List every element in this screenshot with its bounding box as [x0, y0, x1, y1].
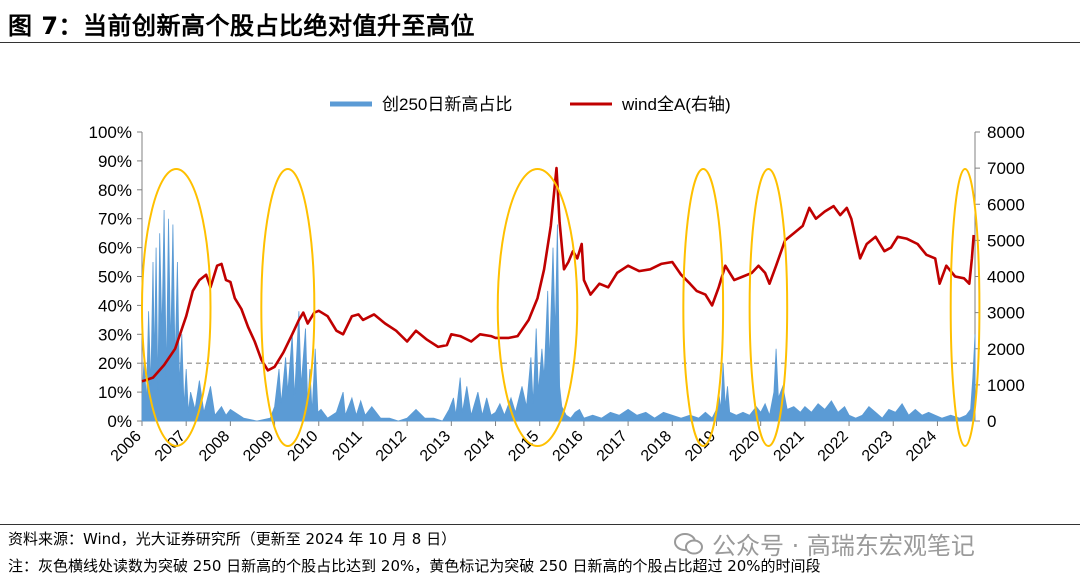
- y-right-tick-label: 7000: [987, 159, 1025, 178]
- y-left-tick-label: 30%: [98, 325, 132, 344]
- legend-label-line: wind全A(右轴): [621, 95, 731, 114]
- y-right-tick-label: 5000: [987, 231, 1025, 250]
- y-left-tick-label: 100%: [89, 123, 132, 142]
- x-tick-label: 2012: [373, 428, 410, 465]
- chart: 创250日新高占比 wind全A(右轴) 0% 10% 20% 30% 40% 50% 60…: [89, 95, 1025, 465]
- x-tick-label: 2017: [594, 428, 631, 465]
- series-new-high-ratio: [141, 209, 976, 422]
- x-tick-label: 2013: [417, 428, 454, 465]
- y-left-tick-label: 80%: [98, 181, 132, 200]
- y-right-tick-label: 0: [987, 412, 996, 431]
- watermark-text: 公众号 · 高瑞东宏观笔记: [712, 532, 975, 560]
- x-tick-label: 2007: [152, 428, 189, 465]
- y-right-tick-label: 3000: [987, 304, 1025, 323]
- y-right-tick-label: 2000: [987, 340, 1025, 359]
- series-wind-all-a: [141, 166, 975, 383]
- footer-divider: [0, 524, 1080, 525]
- x-tick-label: 2024: [903, 428, 940, 465]
- highlight-ellipse: [682, 168, 725, 447]
- wechat-icon: [674, 532, 703, 554]
- watermark: 公众号 · 高瑞东宏观笔记: [674, 526, 975, 561]
- x-tick-label: 2022: [815, 428, 852, 465]
- y-left-tick-label: 40%: [98, 296, 132, 315]
- y-right-tick-label: 4000: [987, 268, 1025, 287]
- legend: 创250日新高占比 wind全A(右轴): [330, 95, 731, 114]
- x-tick-label: 2018: [638, 428, 675, 465]
- y-left-tick-label: 0%: [107, 412, 132, 431]
- y-right-tick-label: 8000: [987, 123, 1025, 142]
- y-left-tick-label: 60%: [98, 239, 132, 258]
- title-divider: [0, 42, 1080, 43]
- highlight-ellipse: [949, 168, 981, 447]
- x-tick-label: 2008: [196, 428, 233, 465]
- y-left-tick-label: 90%: [98, 152, 132, 171]
- y-left-tick-label: 70%: [98, 210, 132, 229]
- source-text: 资料来源：Wind，光大证券研究所（更新至 2024 年 10 月 8 日）: [8, 530, 457, 548]
- y-left-tick-label: 20%: [98, 354, 132, 373]
- y-right-tick-label: 6000: [987, 195, 1025, 214]
- y-right-tick-label: 1000: [987, 376, 1025, 395]
- y-left-tick-label: 50%: [98, 268, 132, 287]
- plot-area: 0% 10% 20% 30% 40% 50% 60% 70% 80% 90% 100% 0 1000 20…: [89, 123, 1025, 465]
- x-tick-label: 2014: [461, 428, 498, 465]
- note-text: 注：灰色横线处读数为突破 250 日新高的个股占比达到 20%，黄色标记为突破 …: [8, 557, 821, 575]
- x-tick-label: 2006: [108, 428, 145, 465]
- x-tick-label: 2011: [329, 428, 365, 464]
- legend-label-bar: 创250日新高占比: [382, 95, 512, 114]
- highlight-ellipse: [141, 168, 212, 447]
- highlight-ellipse: [496, 168, 579, 447]
- x-tick-label: 2023: [859, 428, 896, 465]
- x-tick-label: 2019: [682, 428, 719, 465]
- x-tick-label: 2020: [726, 428, 763, 465]
- page-title: 图 7：当前创新高个股占比绝对值升至高位: [8, 12, 476, 40]
- y-left-tick-label: 10%: [98, 383, 132, 402]
- highlight-ellipse: [748, 168, 789, 447]
- highlight-ellipse: [260, 168, 316, 447]
- x-tick-label: 2009: [240, 428, 277, 465]
